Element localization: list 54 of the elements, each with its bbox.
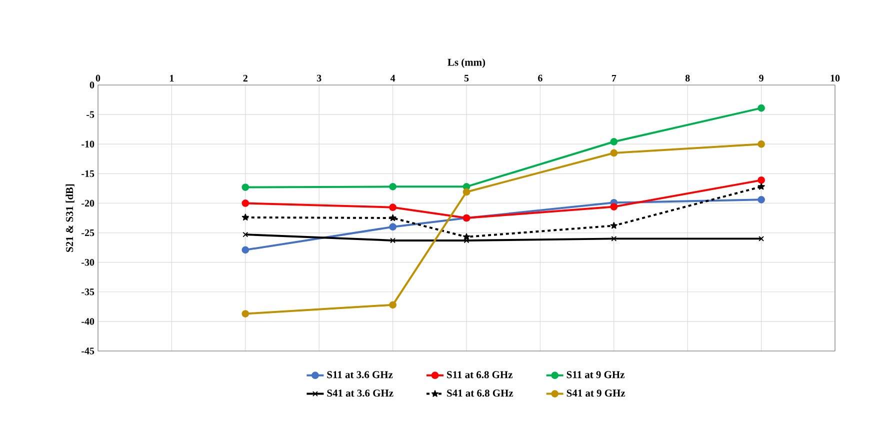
point (390, 238, 396, 244)
y-tick-label: -30 (82, 258, 94, 266)
x-tick-label: 3 (316, 74, 322, 82)
point (389, 214, 396, 222)
point (242, 232, 248, 238)
legend-label: S11 at 9 GHz (566, 371, 624, 378)
point (242, 214, 249, 220)
y-tick-label: -40 (82, 318, 94, 325)
x-tick-label: 2 (243, 74, 248, 82)
point (242, 246, 250, 254)
point (610, 222, 618, 229)
point (758, 104, 765, 112)
point (758, 236, 764, 242)
x-tick-label: 6 (538, 74, 542, 82)
point (610, 138, 618, 146)
point (611, 236, 617, 242)
point (610, 149, 618, 157)
point (610, 203, 618, 210)
point (389, 301, 396, 309)
point (389, 182, 396, 190)
x-tick-label: 5 (464, 74, 469, 82)
point (758, 196, 765, 204)
point (758, 176, 765, 184)
y-tick-label: -5 (86, 111, 94, 118)
x-tick-label: 8 (685, 74, 690, 82)
y-tick-label: -25 (82, 229, 94, 236)
y-tick-label: -35 (82, 288, 94, 296)
x-tick-label: 9 (759, 74, 764, 82)
x-axis-title: Ls (mm) (448, 58, 486, 68)
y-tick-label: -10 (82, 140, 94, 148)
y-tick-label: 0 (90, 82, 94, 88)
y-tick-label: -20 (82, 200, 94, 207)
x-tick-label: 1 (170, 74, 174, 82)
point (389, 223, 396, 231)
x-tick-label: 0 (96, 74, 100, 82)
point (462, 233, 470, 240)
point (462, 188, 470, 196)
y-tick-label: -45 (82, 348, 94, 354)
point (758, 182, 765, 190)
x-tick-label: 7 (612, 74, 616, 82)
legend-label: S41 at 9 GHz (566, 390, 626, 397)
point (242, 200, 250, 207)
point (389, 204, 396, 212)
point (758, 140, 765, 148)
y-axis-title: S21 & S31 [dB] (66, 184, 74, 252)
x-tick-label: 4 (390, 74, 396, 82)
legend-label: S11 at 6.8 GHz (447, 371, 513, 378)
point (242, 184, 250, 191)
legend-label: S41 at 3.6 GHz (327, 390, 394, 397)
legend-label: S11 at 3.6 GHz (327, 371, 393, 378)
y-tick-label: -15 (82, 170, 94, 177)
point (242, 310, 250, 318)
legend-label: S41 at 6.8 GHz (447, 390, 514, 397)
x-tick-label: 10 (830, 74, 840, 82)
